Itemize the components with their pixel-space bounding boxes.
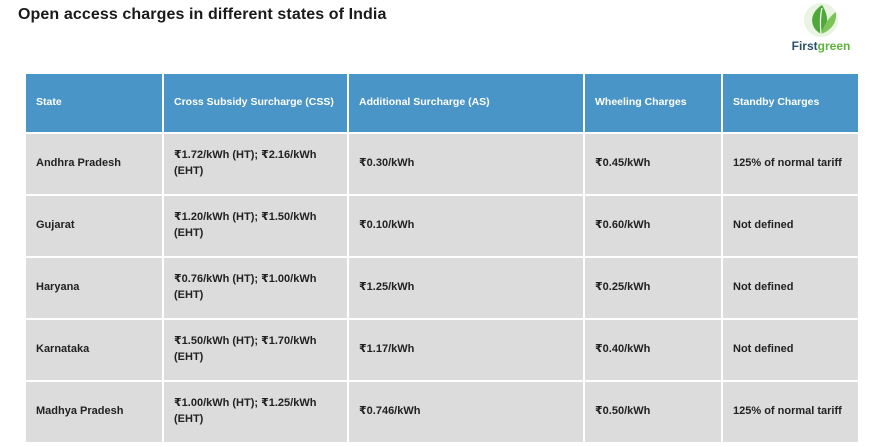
page-title: Open access charges in different states …: [18, 6, 387, 23]
cell-state: Madhya Pradesh: [26, 382, 162, 442]
logo-text-green: green: [817, 39, 851, 53]
cell-css: ₹1.20/kWh (HT); ₹1.50/kWh (EHT): [164, 196, 347, 256]
table-row: Andhra Pradesh ₹1.72/kWh (HT); ₹2.16/kWh…: [26, 134, 858, 194]
cell-standby: Not defined: [723, 320, 858, 380]
cell-wheeling: ₹0.25/kWh: [585, 258, 721, 318]
cell-wheeling: ₹0.60/kWh: [585, 196, 721, 256]
leaf-icon: [804, 3, 838, 37]
logo-text-first: First: [791, 39, 818, 53]
logo-wordmark: Firstgreen: [786, 39, 856, 53]
cell-as: ₹1.17/kWh: [349, 320, 583, 380]
header-wheeling: Wheeling Charges: [585, 74, 721, 132]
header-as: Additional Surcharge (AS): [349, 74, 583, 132]
cell-state: Andhra Pradesh: [26, 134, 162, 194]
header-css: Cross Subsidy Surcharge (CSS): [164, 74, 347, 132]
cell-standby: 125% of normal tariff: [723, 134, 858, 194]
cell-as: ₹0.10/kWh: [349, 196, 583, 256]
cell-wheeling: ₹0.45/kWh: [585, 134, 721, 194]
cell-standby: 125% of normal tariff: [723, 382, 858, 442]
cell-wheeling: ₹0.40/kWh: [585, 320, 721, 380]
firstgreen-logo: Firstgreen: [786, 0, 856, 58]
table-header-row: State Cross Subsidy Surcharge (CSS) Addi…: [26, 74, 858, 132]
cell-as: ₹1.25/kWh: [349, 258, 583, 318]
cell-state: Gujarat: [26, 196, 162, 256]
table-row: Haryana ₹0.76/kWh (HT); ₹1.00/kWh (EHT) …: [26, 258, 858, 318]
cell-standby: Not defined: [723, 196, 858, 256]
charges-table: State Cross Subsidy Surcharge (CSS) Addi…: [24, 72, 860, 444]
cell-as: ₹0.30/kWh: [349, 134, 583, 194]
cell-css: ₹1.00/kWh (HT); ₹1.25/kWh (EHT): [164, 382, 347, 442]
cell-standby: Not defined: [723, 258, 858, 318]
table-row: Madhya Pradesh ₹1.00/kWh (HT); ₹1.25/kWh…: [26, 382, 858, 442]
cell-state: Haryana: [26, 258, 162, 318]
header-standby: Standby Charges: [723, 74, 858, 132]
table-row: Gujarat ₹1.20/kWh (HT); ₹1.50/kWh (EHT) …: [26, 196, 858, 256]
cell-state: Karnataka: [26, 320, 162, 380]
table-row: Karnataka ₹1.50/kWh (HT); ₹1.70/kWh (EHT…: [26, 320, 858, 380]
header-state: State: [26, 74, 162, 132]
cell-css: ₹1.50/kWh (HT); ₹1.70/kWh (EHT): [164, 320, 347, 380]
cell-as: ₹0.746/kWh: [349, 382, 583, 442]
cell-wheeling: ₹0.50/kWh: [585, 382, 721, 442]
cell-css: ₹0.76/kWh (HT); ₹1.00/kWh (EHT): [164, 258, 347, 318]
cell-css: ₹1.72/kWh (HT); ₹2.16/kWh (EHT): [164, 134, 347, 194]
